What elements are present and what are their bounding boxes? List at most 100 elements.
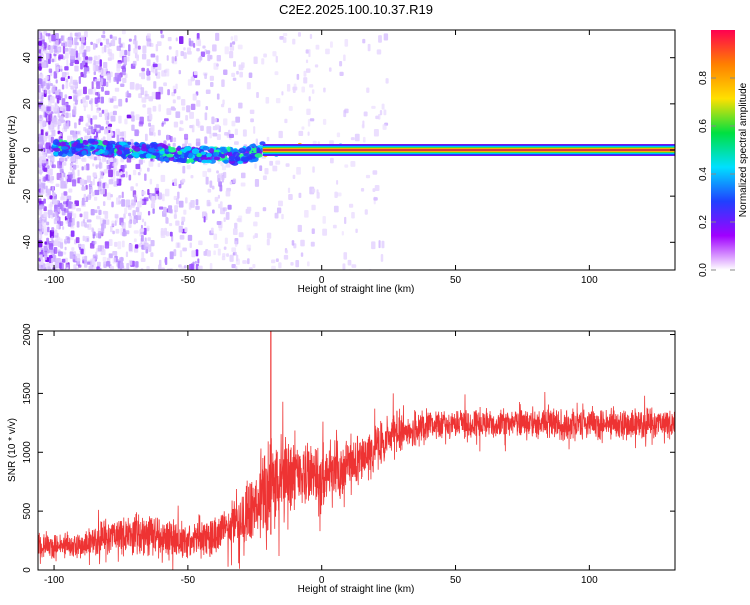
spectrogram-cell [161, 122, 164, 127]
spectrogram-cell [66, 59, 69, 67]
spectrogram-cell [148, 122, 151, 127]
spectrogram-cell [116, 45, 121, 51]
y-tick-label: 0 [22, 567, 33, 573]
spectrogram-cell [41, 106, 46, 113]
spectrogram-cell [385, 78, 389, 84]
spectrogram-cell [274, 212, 279, 219]
signal-trace-cell [53, 151, 60, 156]
spectrogram-cell [135, 182, 138, 187]
spectrogram-cell [99, 158, 102, 167]
spectrogram-cell [39, 254, 43, 260]
spectrogram-cell [117, 130, 121, 135]
spectrogram-cell [344, 216, 347, 224]
spectrogram-cell [336, 179, 339, 185]
spectrogram-cell [292, 174, 296, 179]
spectrogram-cell [168, 46, 172, 50]
signal-trace-cell [193, 157, 200, 161]
signal-trace-cell [237, 160, 244, 165]
spectrogram-cell [284, 118, 288, 124]
spectrogram-cell [216, 221, 222, 226]
spectrogram-cell [221, 79, 225, 87]
spectrogram-cell [124, 118, 128, 125]
spectrogram-cell [76, 130, 82, 136]
spectrogram-cell [67, 217, 73, 223]
spectrogram-cell [234, 222, 238, 229]
spectrogram-cell [146, 68, 150, 76]
spectrogram-cell [214, 124, 220, 130]
spectrogram-cell [219, 201, 223, 209]
spectrogram-cell [38, 40, 42, 46]
spectrogram-cell [232, 77, 237, 81]
spectrogram-cell [242, 129, 247, 137]
spectrogram-cell [152, 208, 155, 214]
spectrogram-cell [84, 165, 87, 171]
spectrogram-cell [119, 49, 125, 58]
spectrogram-cell [104, 183, 109, 189]
spectrogram-cell [315, 44, 320, 50]
spectrogram-cell [296, 73, 300, 80]
spectrogram-cell [38, 92, 42, 97]
spectrogram-cell [222, 99, 225, 105]
signal-trace-cell [133, 146, 141, 152]
spectrogram-cell [43, 176, 47, 182]
spectrogram-cell [231, 120, 236, 127]
spectrogram-cell [236, 70, 239, 75]
spectrogram-cell [178, 70, 182, 75]
spectrogram-cell [100, 96, 104, 104]
x-tick-label: -50 [181, 575, 196, 586]
spectrogram-cell [61, 84, 65, 90]
spectrogram-cell [271, 265, 276, 270]
spectrogram-cell [55, 79, 58, 84]
spectrogram-cell [185, 197, 188, 204]
spectrogram-cell [175, 242, 181, 249]
spectrogram-cell [102, 256, 107, 262]
spectrogram-cell [367, 43, 371, 52]
spectrogram-cell [61, 127, 65, 134]
spectrogram-cell [125, 98, 128, 103]
spectrogram-cell [101, 156, 105, 163]
spectrogram-cell [172, 99, 176, 104]
spectrogram-cell [151, 195, 156, 204]
snr-series [38, 331, 675, 570]
spectrogram-cell [189, 40, 194, 47]
spectrogram-cell [76, 221, 80, 228]
spectrogram-cell [212, 209, 215, 214]
spectrogram-cell [178, 184, 182, 189]
spectrogram-cell [71, 247, 75, 252]
spectrogram-cell [141, 218, 145, 223]
spectrogram-cell [167, 36, 172, 42]
signal-trace-cell [200, 151, 207, 156]
spectrogram-cell [119, 262, 124, 270]
spectrogram-cell [81, 197, 85, 206]
spectrogram-cell [308, 49, 311, 58]
spectrogram-cell [40, 267, 43, 270]
spectrogram-cell [144, 133, 148, 141]
spectrogram-cell [139, 72, 142, 77]
spectrogram-cell [261, 58, 265, 65]
spectrogram-cell [171, 235, 174, 242]
spectrogram-cell [156, 55, 159, 63]
spectrogram-cell [222, 253, 226, 257]
spectrogram-cell [211, 185, 215, 190]
spectrogram-cell [142, 104, 146, 108]
spectrogram-cell [69, 157, 74, 162]
spectrogram-cell [183, 209, 187, 215]
spectrogram-cell [127, 51, 131, 57]
spectrogram-cell [178, 200, 184, 208]
spectrogram-cell [102, 219, 107, 225]
snr-frame [37, 330, 676, 571]
spectrogram-cell [218, 203, 221, 209]
spectrogram-cell [77, 169, 80, 177]
spectrogram-cell [40, 129, 44, 136]
spectrogram-cell [186, 165, 191, 170]
spectrogram-cell [181, 216, 186, 222]
signal-trace-cell [75, 144, 82, 149]
spectrogram-cell [117, 60, 123, 64]
spectrogram-cell [209, 75, 214, 81]
spectrogram-cell [118, 115, 122, 124]
spectrogram-cell [210, 227, 214, 234]
spectrogram-cell [82, 52, 86, 58]
x-tick-label: -100 [44, 575, 64, 586]
spectrogram-cell [202, 45, 206, 49]
